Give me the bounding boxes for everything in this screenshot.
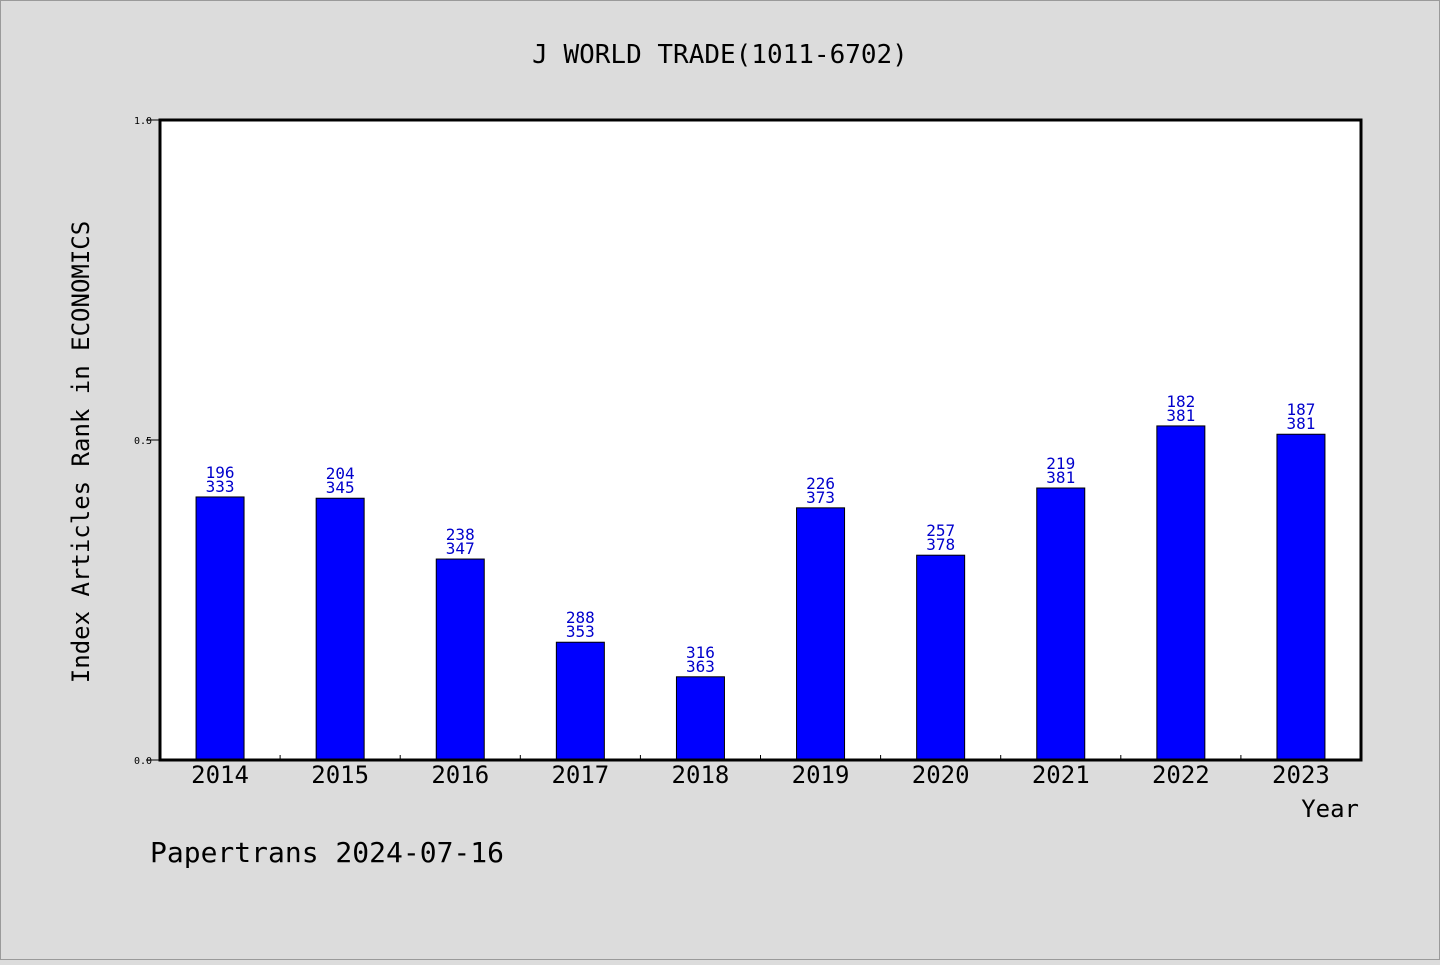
x-tick-label: 2019 [792,761,850,789]
data-labels-layer: 1963332043452383472883533163632263732573… [206,392,1316,676]
y-tick-label: 0.5 [134,436,152,447]
data-label-rank: 187 [1286,400,1315,419]
data-label-total: 378 [926,535,955,554]
x-tick-label: 2016 [431,761,489,789]
y-axis-label: Index Articles Rank in ECONOMICS [67,221,95,683]
data-label-rank: 196 [206,463,235,482]
bar [675,676,725,761]
x-tick-label: 2014 [191,761,249,789]
x-tick-label: 2021 [1032,761,1090,789]
data-label-rank: 238 [446,525,475,544]
data-label-total: 381 [1166,406,1195,425]
bar [796,507,846,761]
data-label-rank: 226 [806,474,835,493]
data-label-total: 347 [446,539,475,558]
data-label-rank: 316 [686,643,715,662]
x-tick-label: 2020 [912,761,970,789]
bar [315,497,365,761]
bar [435,558,485,761]
bar [1156,425,1206,761]
bar [1036,487,1086,761]
data-label-total: 381 [1046,468,1075,487]
bar [1276,433,1326,761]
bar [916,554,966,761]
x-tick-label: 2017 [551,761,609,789]
data-label-total: 381 [1286,414,1315,433]
data-label-rank: 257 [926,521,955,540]
bar [555,641,605,761]
x-tick-label: 2015 [311,761,369,789]
y-tick-label: 1.0 [134,116,152,127]
data-label-rank: 204 [326,464,355,483]
data-label-total: 353 [566,622,595,641]
data-label-rank: 219 [1046,454,1075,473]
x-axis: 2014 2015 2016 2017 2018 2019 2020 2021 2022 2023 [191,755,1330,789]
data-label-total: 363 [686,657,715,676]
x-tick-label: 2018 [672,761,730,789]
x-tick-label: 2022 [1152,761,1210,789]
x-axis-label: Year [1301,795,1359,823]
data-label-total: 345 [326,478,355,497]
y-axis: 0.0 0.5 1.0 [134,116,160,767]
footer-credit: Papertrans 2024-07-16 [150,836,504,869]
y-tick-label: 0.0 [134,756,152,767]
data-label-total: 373 [806,488,835,507]
data-label-rank: 288 [566,608,595,627]
x-tick-label: 2023 [1272,761,1330,789]
chart-title: J WORLD TRADE(1011-6702) [532,40,908,70]
bar [195,496,245,761]
data-label-total: 333 [206,477,235,496]
data-label-rank: 182 [1166,392,1195,411]
bars-layer [195,425,1326,761]
